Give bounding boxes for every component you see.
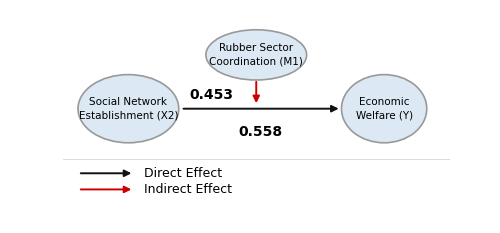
Text: Direct Effect: Direct Effect	[144, 167, 222, 180]
Text: Social Network
Establishment (X2): Social Network Establishment (X2)	[78, 97, 178, 120]
Text: 0.558: 0.558	[238, 125, 282, 139]
Text: Rubber Sector
Coordination (M1): Rubber Sector Coordination (M1)	[210, 43, 303, 66]
Text: Economic
Welfare (Y): Economic Welfare (Y)	[356, 97, 412, 120]
Text: 0.453: 0.453	[190, 88, 234, 102]
Ellipse shape	[78, 75, 179, 143]
Ellipse shape	[342, 75, 427, 143]
Ellipse shape	[206, 30, 306, 80]
Text: Indirect Effect: Indirect Effect	[144, 183, 232, 196]
